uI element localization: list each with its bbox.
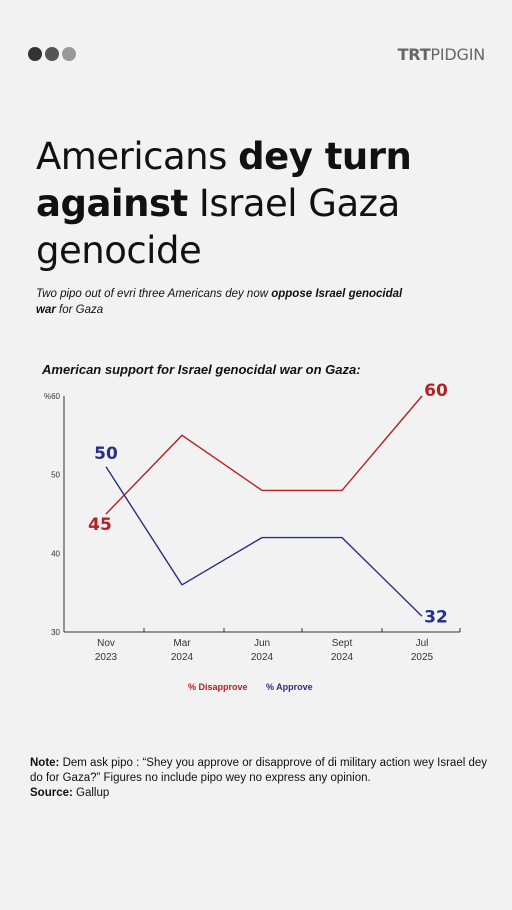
y-tick-label: 50 <box>51 471 60 480</box>
source-text: Gallup <box>72 787 110 799</box>
data-label: 50 <box>94 444 118 464</box>
chart-notes: Note: Dem ask pipo : “Shey you approve o… <box>30 756 490 801</box>
brand-dot <box>45 47 59 61</box>
y-tick-label: %60 <box>44 392 61 401</box>
x-tick-label: 2023 <box>95 652 118 663</box>
data-label: 60 <box>424 381 448 401</box>
x-tick-label: 2025 <box>411 652 434 663</box>
series-line <box>105 395 423 515</box>
data-label: 45 <box>88 515 112 535</box>
x-tick-label: Sept <box>332 638 353 649</box>
brand-dots <box>28 47 76 61</box>
x-tick-label: 2024 <box>331 652 354 663</box>
line-chart: %60 50 40 30 Nov 2023 Mar 2024 Jun 2024 Sept 2024 Ju… <box>44 381 461 692</box>
legend-entry: % Approve <box>266 682 313 692</box>
chart-title: American support for Israel genocidal wa… <box>42 362 361 377</box>
subtitle: Two pipo out of evri three Americans dey… <box>36 288 403 316</box>
series-line <box>105 466 423 617</box>
brand-dot <box>28 47 42 61</box>
brand-logo: TRTPIDGIN <box>397 45 486 64</box>
x-tick-label: Nov <box>97 638 115 649</box>
x-tick-label: Jul <box>416 638 429 649</box>
legend-entry: % Disapprove <box>188 682 248 692</box>
data-label: 32 <box>424 607 448 627</box>
y-tick-label: 40 <box>51 549 60 558</box>
x-tick-label: Jun <box>254 638 270 649</box>
source-label: Source: <box>30 787 73 799</box>
y-tick-label: 30 <box>51 628 60 637</box>
x-tick-label: Mar <box>173 638 191 649</box>
note-label: Note: <box>30 757 60 769</box>
note-text: Dem ask pipo : “Shey you approve or disa… <box>30 757 488 784</box>
x-tick-label: 2024 <box>171 652 194 663</box>
x-tick-label: 2024 <box>251 652 274 663</box>
headline: Americans dey turn against Israel Gaza ge… <box>36 135 412 272</box>
brand-dot <box>62 47 76 61</box>
